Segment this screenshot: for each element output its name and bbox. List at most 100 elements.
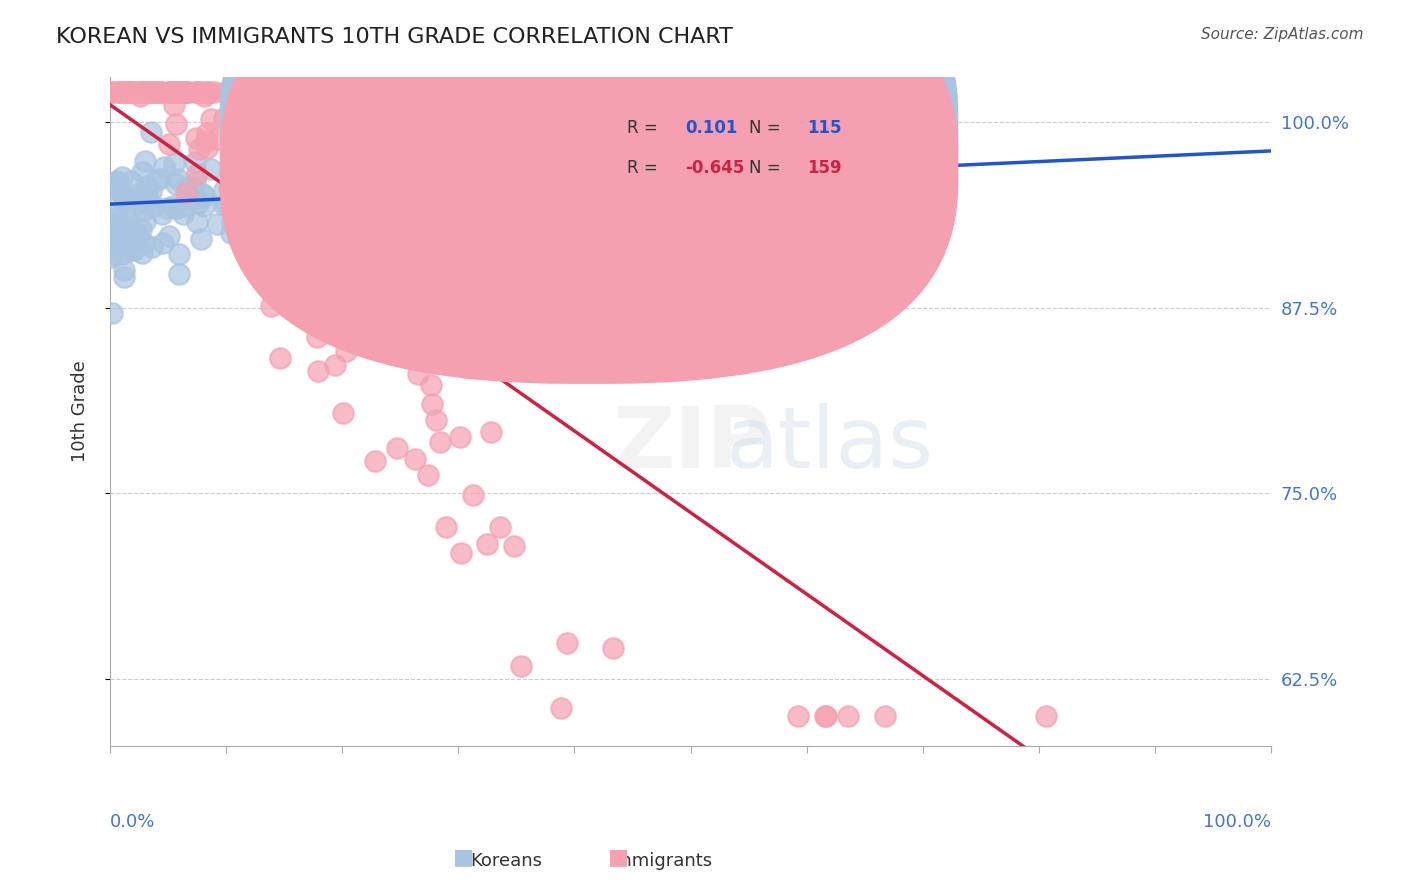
Point — [195, 85, 218, 99]
Point — [214, 198, 236, 212]
Point — [321, 268, 343, 282]
Point — [311, 212, 333, 227]
Point — [121, 85, 143, 99]
Point — [202, 85, 225, 99]
Point — [228, 137, 250, 152]
Point — [115, 85, 138, 99]
Point — [143, 85, 166, 99]
Point — [252, 120, 274, 135]
Point — [200, 112, 222, 126]
Point — [176, 85, 198, 99]
Point — [321, 175, 343, 189]
Point — [304, 263, 326, 277]
Point — [290, 270, 312, 285]
Point — [346, 132, 368, 146]
Point — [120, 235, 142, 250]
Point — [449, 430, 471, 444]
Point — [139, 85, 162, 99]
Point — [264, 265, 287, 279]
Point — [187, 142, 209, 156]
Point — [143, 85, 166, 99]
Point — [187, 85, 209, 99]
Point — [323, 358, 346, 372]
Point — [239, 199, 262, 213]
Point — [172, 206, 194, 220]
Point — [110, 185, 132, 199]
Point — [274, 166, 297, 180]
Point — [166, 201, 188, 215]
Point — [285, 181, 308, 195]
Point — [163, 97, 186, 112]
Point — [363, 453, 385, 467]
Point — [159, 85, 181, 99]
Point — [128, 194, 150, 209]
Point — [350, 260, 373, 274]
Point — [148, 85, 170, 99]
Point — [290, 238, 312, 252]
Point — [875, 709, 897, 723]
Point — [232, 144, 254, 158]
Point — [404, 452, 426, 467]
Point — [287, 151, 309, 165]
Point — [157, 85, 180, 99]
Point — [107, 229, 129, 244]
Point — [129, 85, 152, 99]
Point — [152, 235, 174, 250]
Point — [134, 196, 156, 211]
Point — [240, 157, 263, 171]
Point — [115, 211, 138, 226]
Point — [162, 199, 184, 213]
Point — [118, 226, 141, 240]
Point — [193, 85, 215, 99]
Point — [167, 172, 190, 186]
Point — [136, 85, 159, 99]
Point — [166, 85, 188, 99]
Text: N =: N = — [748, 119, 786, 136]
Point — [176, 85, 198, 99]
Point — [104, 226, 127, 240]
Point — [120, 243, 142, 257]
Text: 0.101: 0.101 — [685, 119, 737, 136]
Point — [197, 86, 219, 100]
Point — [215, 196, 238, 211]
Point — [229, 195, 252, 210]
Y-axis label: 10th Grade: 10th Grade — [72, 360, 89, 462]
Point — [249, 180, 271, 194]
Point — [128, 85, 150, 99]
Point — [252, 216, 274, 230]
Point — [273, 201, 295, 215]
Point — [328, 326, 350, 341]
FancyBboxPatch shape — [221, 0, 957, 343]
Point — [146, 85, 169, 99]
Point — [270, 245, 292, 260]
Point — [360, 132, 382, 146]
Point — [174, 186, 197, 200]
Point — [184, 154, 207, 169]
Point — [249, 140, 271, 154]
Point — [326, 260, 349, 275]
Point — [200, 162, 222, 177]
Text: 115: 115 — [807, 119, 841, 136]
Point — [193, 198, 215, 212]
Point — [205, 132, 228, 146]
Point — [247, 133, 270, 147]
Point — [214, 85, 236, 99]
Point — [221, 215, 243, 229]
Point — [425, 413, 447, 427]
Point — [114, 225, 136, 239]
Point — [165, 178, 187, 192]
Point — [173, 199, 195, 213]
Point — [127, 227, 149, 242]
Point — [117, 228, 139, 243]
Point — [429, 434, 451, 449]
Point — [193, 89, 215, 103]
Text: Koreans: Koreans — [470, 852, 543, 870]
Point — [1035, 709, 1057, 723]
Point — [112, 270, 135, 285]
Point — [122, 243, 145, 257]
Point — [555, 636, 578, 650]
Point — [423, 111, 446, 125]
Point — [187, 85, 209, 99]
Point — [129, 88, 152, 103]
Point — [148, 172, 170, 186]
